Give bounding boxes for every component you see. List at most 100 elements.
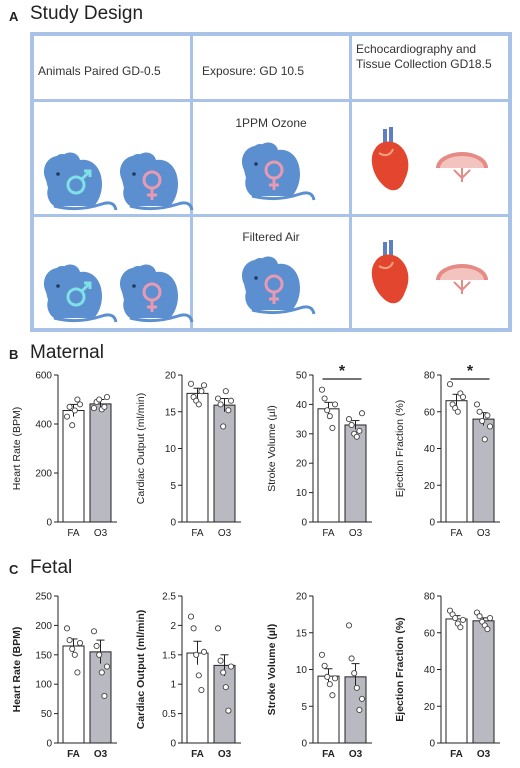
data-point xyxy=(331,675,339,682)
chart-fetal-sv: 0 5 10 15 20 Stroke Volume (µl) FA O3 xyxy=(266,592,372,760)
bar-fa xyxy=(62,645,85,744)
data-point xyxy=(98,669,105,676)
y-tick-label: 0 xyxy=(429,739,435,750)
y-tick-label: 0 xyxy=(170,518,176,529)
data-point xyxy=(76,639,84,647)
y-tick-label: 0.5 xyxy=(162,709,176,720)
data-point xyxy=(90,628,98,635)
x-tick-label: O3 xyxy=(218,528,232,539)
header-cell-1 xyxy=(34,36,190,99)
bar-fa xyxy=(317,408,340,523)
data-point xyxy=(326,413,333,420)
panel-a-letter: A xyxy=(9,9,19,24)
data-point xyxy=(76,401,84,408)
y-tick-label: 20 xyxy=(424,481,436,492)
y-tick-label: 5 xyxy=(301,702,307,713)
y-tick-label: 80 xyxy=(424,592,436,603)
data-point xyxy=(459,393,467,401)
y-axis-label: Heart Rate (BPM) xyxy=(11,627,23,713)
data-point xyxy=(214,395,222,402)
data-point xyxy=(345,416,353,423)
significance-marker: * xyxy=(339,363,346,380)
data-point xyxy=(217,657,224,664)
row-label-ozone: 1PPM Ozone xyxy=(235,116,307,130)
x-tick-label: FA xyxy=(191,749,204,760)
data-point xyxy=(318,386,326,393)
data-point xyxy=(321,395,328,402)
chart-maternal-hr: 0 200 400 600 Heart Rate (BPM) FA O3 xyxy=(11,371,117,539)
data-point xyxy=(358,695,366,702)
data-point xyxy=(446,381,454,388)
x-tick-label: FA xyxy=(450,749,463,760)
data-point xyxy=(225,707,232,714)
data-point xyxy=(187,380,195,387)
x-tick-label: FA xyxy=(67,528,80,539)
data-point xyxy=(351,670,358,677)
data-point xyxy=(486,423,494,430)
y-tick-label: 50 xyxy=(41,709,53,720)
bar-fa xyxy=(186,652,209,744)
y-tick-label: 0 xyxy=(301,739,307,750)
data-point xyxy=(190,625,197,632)
y-axis-label: Ejection Fraction (%) xyxy=(394,400,406,497)
data-point xyxy=(198,388,205,395)
data-point xyxy=(324,673,331,680)
data-point xyxy=(74,396,81,403)
header-cell-2 xyxy=(193,36,349,99)
data-point xyxy=(452,615,459,622)
bar-o3 xyxy=(213,664,236,744)
data-point xyxy=(454,408,461,415)
y-axis-label: Heart Rate (BPM) xyxy=(11,407,23,490)
data-point xyxy=(220,423,227,430)
chart-maternal-ef: 0 20 40 60 80 Ejection Fraction (%) FA O3 * xyxy=(394,363,500,539)
y-tick-label: 10 xyxy=(165,444,177,455)
y-tick-label: 20 xyxy=(165,371,177,382)
panel-c-title: Fetal xyxy=(30,557,73,578)
bar-fa xyxy=(445,400,468,523)
x-tick-label: O3 xyxy=(349,528,363,539)
y-tick-label: 15 xyxy=(296,628,308,639)
y-tick-label: 80 xyxy=(424,371,436,382)
data-point xyxy=(63,413,71,420)
chart-maternal-sv: 0 10 20 30 40 50 Stroke Volume (µl) FA O3 * xyxy=(266,363,372,539)
y-tick-label: 2.5 xyxy=(162,592,176,603)
y-tick-label: 5 xyxy=(170,481,176,492)
y-tick-label: 0 xyxy=(46,518,52,529)
y-tick-label: 20 xyxy=(424,702,436,713)
chart-fetal-ef: 0 20 40 60 80 Ejection Fraction (%) FA O3 xyxy=(394,592,500,760)
y-tick-label: 60 xyxy=(424,628,436,639)
y-axis-label: Stroke Volume (µl) xyxy=(266,405,278,492)
chart-fetal-co: 0 0.5 1 1.5 2 2.5 Cardiac Output (ml/min) FA O3 xyxy=(135,592,241,760)
data-point xyxy=(356,427,363,434)
y-tick-label: 15 xyxy=(165,407,177,418)
data-point xyxy=(63,625,71,632)
data-point xyxy=(353,433,360,440)
chart-maternal-co: 0 5 10 15 20 Cardiac Output (ml/min) FA O3 xyxy=(135,371,241,539)
y-axis-label: Stroke Volume (µl) xyxy=(266,624,278,716)
data-point xyxy=(198,687,205,694)
data-point xyxy=(329,424,336,431)
y-tick-label: 60 xyxy=(424,407,436,418)
data-point xyxy=(326,681,333,688)
data-point xyxy=(71,407,78,414)
y-tick-label: 0 xyxy=(46,739,52,750)
data-point xyxy=(225,407,232,414)
x-tick-label: O3 xyxy=(477,528,491,539)
y-tick-label: 10 xyxy=(296,665,308,676)
data-point xyxy=(227,397,235,404)
x-tick-label: O3 xyxy=(477,749,491,760)
data-point xyxy=(222,388,229,395)
header-echo: Echocardiography and Tissue Collection G… xyxy=(356,42,492,71)
y-axis-label: Ejection Fraction (%) xyxy=(394,617,406,721)
y-axis-label: Cardiac Output (ml/min) xyxy=(135,610,147,730)
data-point xyxy=(187,613,195,620)
data-point xyxy=(217,401,224,408)
y-tick-label: 150 xyxy=(35,650,52,661)
data-point xyxy=(71,651,78,658)
data-point xyxy=(66,403,73,410)
x-tick-label: FA xyxy=(322,528,335,539)
x-tick-label: FA xyxy=(322,749,335,760)
y-axis-label: Cardiac Output (ml/min) xyxy=(135,393,147,504)
data-point xyxy=(193,651,200,658)
header-animals-paired: Animals Paired GD-0.5 xyxy=(38,64,161,78)
